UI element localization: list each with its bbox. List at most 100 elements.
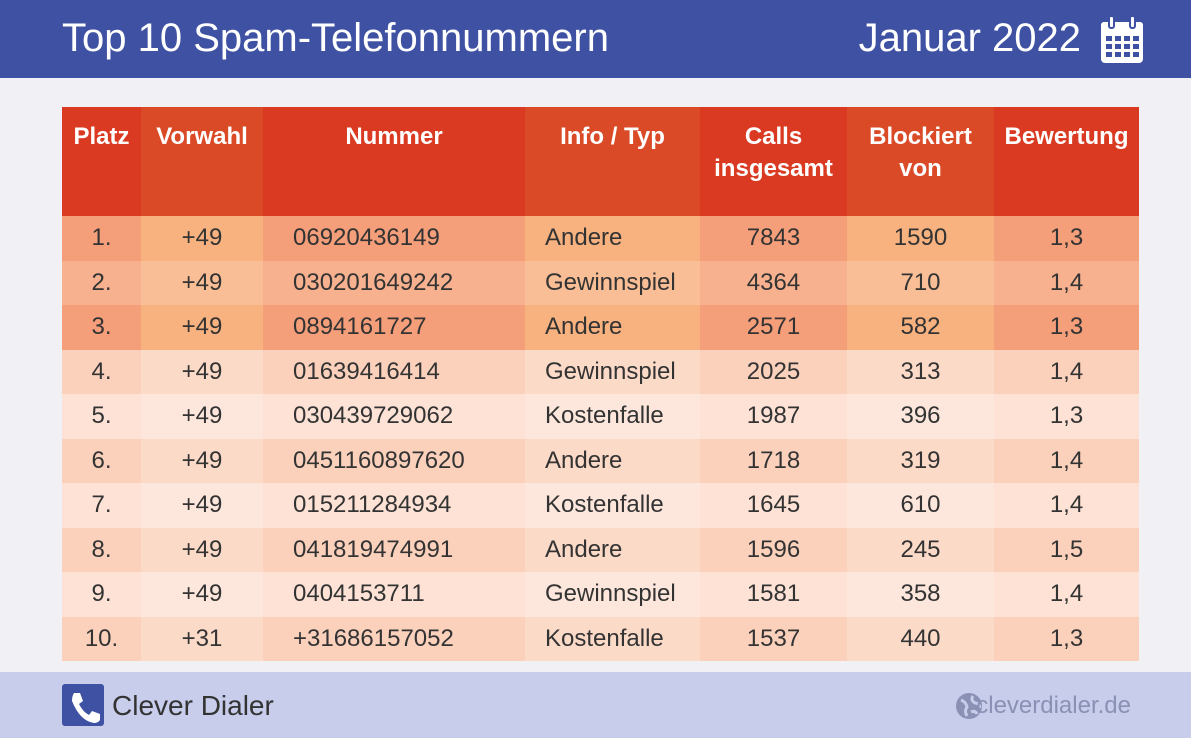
table-cell: 0451160897620 <box>263 438 525 483</box>
table-row: 3. +49 0894161727 Andere 2571 582 1,3 <box>62 305 1139 350</box>
table-cell: Andere <box>525 438 700 483</box>
table-cell: 015211284934 <box>263 483 525 528</box>
table-cell: 245 <box>847 527 994 572</box>
table-row: 7. +49 015211284934 Kostenfalle 1645 610 1,4 <box>62 483 1139 528</box>
table-cell: Gewinnspiel <box>525 260 700 305</box>
table-cell: Andere <box>525 305 700 350</box>
table-cell: 030201649242 <box>263 260 525 305</box>
website: cleverdialer.de <box>976 692 1131 719</box>
header-line: Nummer <box>345 123 443 150</box>
table-cell: +49 <box>141 216 263 261</box>
header-line: Calls <box>744 123 803 150</box>
table-cell: 2571 <box>700 305 847 350</box>
table-row: 10. +31 +31686157052 Kostenfalle 1537 440 1,3 <box>62 616 1139 661</box>
brand: Clever Dialer <box>112 690 274 721</box>
table-cell: 10. <box>62 616 141 661</box>
header-line: Vorwahl <box>156 123 248 150</box>
table-cell: 1645 <box>700 483 847 528</box>
globe-icon <box>956 693 982 719</box>
table-cell: +31686157052 <box>263 616 525 661</box>
column-header: Nummer <box>263 107 525 216</box>
table-cell: 3. <box>62 305 141 350</box>
table-cell: +49 <box>141 572 263 617</box>
table-cell: +49 <box>141 438 263 483</box>
title: Top 10 Spam-Telefonnummern <box>62 16 609 60</box>
table-cell: 1. <box>62 216 141 261</box>
table-cell: Andere <box>525 216 700 261</box>
header-bar: Top 10 Spam-Telefonnummern Januar 2022 <box>0 0 1191 78</box>
column-header: Info / Typ <box>525 107 700 216</box>
spam-table: Platz Vorwahl Nummer Info / Typ Calls insgesa… <box>62 107 1139 661</box>
table-cell: 8. <box>62 527 141 572</box>
table-cell: 5. <box>62 394 141 439</box>
table-cell: 1,4 <box>994 483 1139 528</box>
table-cell: 041819474991 <box>263 527 525 572</box>
table-cell: 2. <box>62 260 141 305</box>
table-cell: 01639416414 <box>263 349 525 394</box>
table-cell: +31 <box>141 616 263 661</box>
table-cell: 4. <box>62 349 141 394</box>
table-cell: 582 <box>847 305 994 350</box>
table-row: 2. +49 030201649242 Gewinnspiel 4364 710 1,4 <box>62 260 1139 305</box>
column-header: Blockiert von <box>847 107 994 216</box>
calendar-icon <box>1101 16 1143 63</box>
table-cell: 0894161727 <box>263 305 525 350</box>
table-cell: 1,4 <box>994 349 1139 394</box>
table-cell: +49 <box>141 527 263 572</box>
table-cell: +49 <box>141 349 263 394</box>
header-line: Info / Typ <box>560 123 665 150</box>
table-cell: +49 <box>141 394 263 439</box>
table-cell: 7843 <box>700 216 847 261</box>
table-cell: 710 <box>847 260 994 305</box>
table-cell: 6. <box>62 438 141 483</box>
table-row: 4. +49 01639416414 Gewinnspiel 2025 313 1,4 <box>62 349 1139 394</box>
table-cell: 06920436149 <box>263 216 525 261</box>
column-header: Bewertung <box>994 107 1139 216</box>
table-body: 1. +49 06920436149 Andere 7843 1590 1,3 2. +49 03… <box>62 216 1139 661</box>
column-header: Platz <box>62 107 141 216</box>
table-cell: 4364 <box>700 260 847 305</box>
table-cell: 440 <box>847 616 994 661</box>
table-cell: 1537 <box>700 616 847 661</box>
footer-bar: Clever Dialer cleverdialer.de <box>0 672 1191 738</box>
table-cell: 1,4 <box>994 260 1139 305</box>
table-cell: 2025 <box>700 349 847 394</box>
table-cell: 1596 <box>700 527 847 572</box>
table-cell: Kostenfalle <box>525 394 700 439</box>
table-cell: 1,3 <box>994 305 1139 350</box>
table-row: 6. +49 0451160897620 Andere 1718 319 1,4 <box>62 438 1139 483</box>
table-cell: 1718 <box>700 438 847 483</box>
table-cell: 030439729062 <box>263 394 525 439</box>
header-row: Platz Vorwahl Nummer Info / Typ Calls insgesa… <box>62 107 1139 216</box>
table-cell: 1590 <box>847 216 994 261</box>
header-line: Bewertung <box>1004 123 1129 150</box>
table-row: 8. +49 041819474991 Andere 1596 245 1,5 <box>62 527 1139 572</box>
table-cell: 396 <box>847 394 994 439</box>
table-cell: 1987 <box>700 394 847 439</box>
table-cell: 1,5 <box>994 527 1139 572</box>
table-cell: Gewinnspiel <box>525 572 700 617</box>
table-row: 1. +49 06920436149 Andere 7843 1590 1,3 <box>62 216 1139 261</box>
table-cell: 313 <box>847 349 994 394</box>
table-cell: 1,4 <box>994 572 1139 617</box>
table-cell: 358 <box>847 572 994 617</box>
header-line: insgesamt <box>714 155 833 182</box>
table-cell: 1,3 <box>994 616 1139 661</box>
table-cell: 0404153711 <box>263 572 525 617</box>
table-cell: +49 <box>141 483 263 528</box>
header-line: von <box>899 155 942 182</box>
table-cell: 7. <box>62 483 141 528</box>
table-row: 9. +49 0404153711 Gewinnspiel 1581 358 1,4 <box>62 572 1139 617</box>
table-cell: 319 <box>847 438 994 483</box>
phone-logo <box>62 684 104 726</box>
table-cell: Andere <box>525 527 700 572</box>
table-cell: 1581 <box>700 572 847 617</box>
table-cell: +49 <box>141 305 263 350</box>
table-cell: Gewinnspiel <box>525 349 700 394</box>
table-cell: 1,4 <box>994 438 1139 483</box>
column-header: Calls insgesamt <box>700 107 847 216</box>
table-cell: 1,3 <box>994 216 1139 261</box>
column-header: Vorwahl <box>141 107 263 216</box>
table-cell: Kostenfalle <box>525 483 700 528</box>
